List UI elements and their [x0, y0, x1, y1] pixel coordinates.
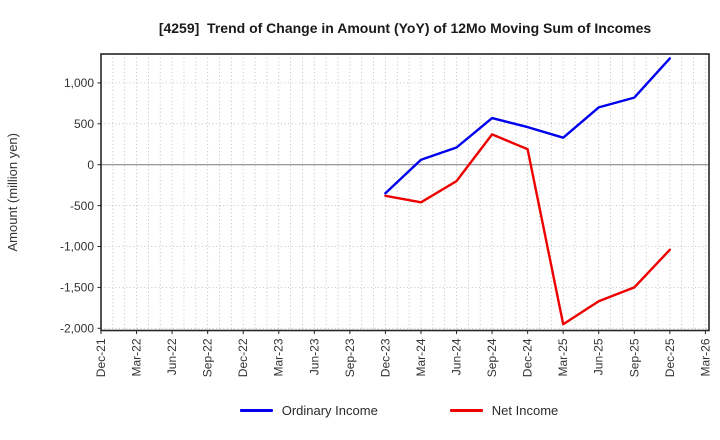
x-tick-label: Dec-21 [94, 338, 108, 377]
x-tick-label: Mar-22 [130, 338, 144, 376]
x-tick-label: Sep-23 [343, 338, 357, 377]
x-tick-label: Dec-23 [378, 338, 392, 377]
y-tick-label: -2,000 [60, 322, 94, 336]
x-tick-label: Dec-25 [663, 338, 677, 377]
y-tick-label: -1,500 [60, 281, 94, 295]
legend-label-ordinary-income: Ordinary Income [281, 403, 378, 418]
legend-line-swatch-blue [239, 409, 273, 412]
chart-title: [4259] Trend of Change in Amount (YoY) o… [158, 20, 652, 36]
x-tick-label: Jun-22 [165, 338, 179, 375]
x-tick-label: Dec-22 [236, 338, 250, 377]
x-tick-label: Jun-24 [449, 338, 463, 375]
series-line-net-income [384, 133, 671, 326]
legend-item-ordinary-income: Ordinary Income [239, 403, 378, 418]
y-tick-label: 1,000 [64, 76, 94, 90]
x-tick-label: Mar-26 [698, 338, 712, 376]
y-tick-label: 500 [74, 117, 94, 131]
legend-line-swatch-red [449, 409, 483, 412]
y-tick-label: 0 [87, 158, 94, 172]
x-tick-label: Dec-24 [521, 338, 535, 377]
chart-legend: Ordinary Income Net Income [0, 403, 720, 418]
x-tick-label: Sep-25 [627, 338, 641, 377]
x-tick-label: Jun-23 [307, 338, 321, 375]
legend-item-net-income: Net Income [449, 403, 559, 418]
y-tick-label: -500 [70, 199, 94, 213]
plot-border [100, 53, 710, 332]
x-tick-label: Mar-23 [272, 338, 286, 376]
y-tick-label: -1,000 [60, 240, 94, 254]
x-tick-label: Mar-24 [414, 338, 428, 376]
y-axis-label: Amount (million yen) [5, 133, 20, 252]
legend-label-net-income: Net Income [491, 403, 559, 418]
series-line-ordinary-income [384, 57, 671, 195]
x-tick-label: Sep-24 [485, 338, 499, 377]
x-tick-label: Mar-25 [556, 338, 570, 376]
x-tick-label: Jun-25 [592, 338, 606, 375]
x-tick-label: Sep-22 [201, 338, 215, 377]
